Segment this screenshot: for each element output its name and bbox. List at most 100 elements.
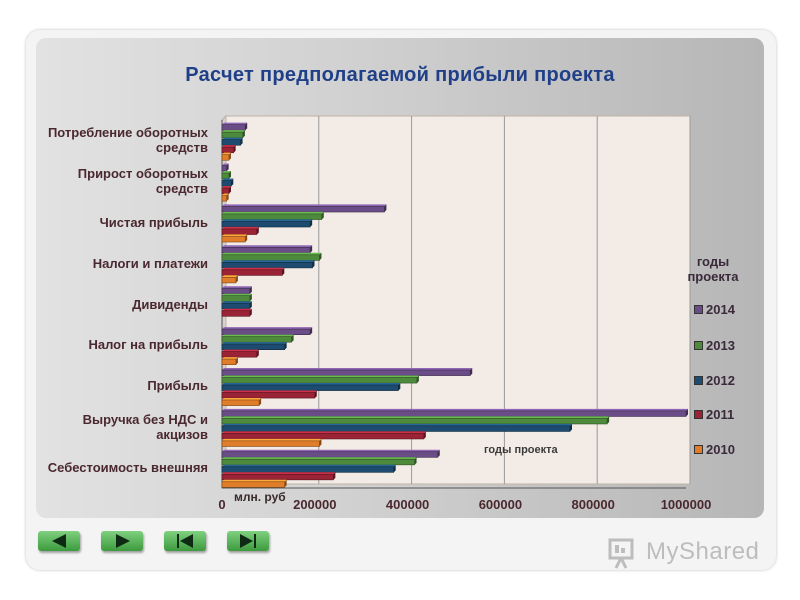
bar-7-2011 [221, 433, 425, 440]
series-axis-note: годы проекта [484, 444, 558, 456]
bar-top-1-2013 [222, 171, 231, 174]
bar-top-0-2014 [222, 122, 248, 125]
x-tick-label: 0 [218, 497, 226, 512]
bar-end-6-2012 [398, 382, 401, 391]
bar-top-5-2013 [222, 334, 294, 337]
bar-2-2014 [221, 206, 385, 213]
watermark-logo: MyShared [606, 536, 766, 570]
bar-end-2-2010 [245, 234, 248, 243]
category-label: Налог на прибыль [88, 337, 208, 353]
bar-top-8-2011 [222, 472, 336, 475]
bar-top-6-2012 [222, 382, 401, 385]
triangle-left-icon [52, 534, 66, 548]
bar-end-2-2013 [321, 211, 324, 220]
bar-end-5-2014 [310, 327, 313, 335]
bar-top-3-2014 [222, 245, 313, 248]
bar-end-3-2010 [235, 275, 238, 283]
bar-6-2012 [221, 384, 399, 391]
bar-6-2013 [221, 377, 418, 384]
bar-end-5-2013 [291, 334, 294, 343]
bar-6-2011 [221, 392, 316, 399]
bar-6-2010 [221, 399, 260, 406]
skip-back-icon [177, 534, 193, 548]
bar-top-2-2011 [222, 226, 259, 229]
nav-next-button[interactable] [101, 531, 143, 551]
bar-top-8-2010 [222, 479, 287, 482]
bar-5-2011 [221, 351, 258, 358]
bar-top-4-2014 [222, 286, 252, 289]
bar-top-0-2013 [222, 130, 245, 133]
bar-end-3-2014 [310, 245, 313, 253]
bar-end-4-2013 [249, 293, 252, 302]
bar-top-5-2014 [222, 327, 313, 330]
category-label: Дивиденды [132, 296, 208, 312]
bar-end-4-2011 [249, 308, 252, 317]
legend-title: годы проекта [687, 254, 739, 284]
bar-end-1-2010 [226, 193, 229, 202]
projector-screen-icon [608, 538, 634, 569]
bar-5-2010 [221, 358, 237, 365]
bar-end-8-2012 [393, 464, 396, 473]
x-tick-label: 200000 [293, 497, 337, 512]
bar-top-3-2012 [222, 260, 315, 263]
bar-end-5-2010 [235, 357, 238, 365]
nav-first-button[interactable] [38, 531, 80, 551]
bar-end-8-2014 [437, 449, 440, 458]
legend-swatch [694, 341, 703, 351]
bar-top-7-2013 [222, 416, 610, 419]
bar-end-0-2013 [242, 130, 245, 138]
bar-1-2013 [221, 172, 230, 179]
bar-end-7-2012 [570, 423, 572, 432]
legend-item: 2010 [694, 442, 735, 457]
bar-8-2014 [221, 451, 439, 458]
bar-1-2014 [221, 165, 227, 172]
category-label: Прирост оборотных средств [77, 166, 208, 197]
bar-top-3-2010 [222, 275, 238, 278]
bar-top-5-2011 [222, 349, 259, 352]
bar-top-1-2011 [222, 186, 231, 189]
category-label: Потребление оборотных средств [47, 125, 208, 156]
nav-start-button[interactable] [164, 531, 206, 551]
bar-end-3-2011 [282, 267, 285, 276]
category-label: Себестоимость внешняя [47, 460, 208, 476]
bar-0-2013 [221, 131, 244, 139]
bar-0-2012 [221, 139, 241, 146]
bar-end-6-2011 [314, 390, 317, 399]
bar-top-8-2012 [222, 464, 396, 467]
bar-8-2011 [221, 473, 334, 481]
bar-top-5-2010 [222, 357, 238, 360]
bar-7-2010 [221, 440, 320, 447]
bar-8-2010 [221, 481, 285, 488]
bar-2-2012 [221, 221, 311, 228]
bar-4-2011 [221, 310, 251, 317]
bar-2-2011 [221, 228, 258, 235]
bar-top-6-2013 [222, 375, 419, 378]
slide-title: Расчет предполагаемой прибыли проекта [185, 64, 615, 86]
bar-top-1-2014 [222, 163, 229, 166]
legend-swatch [694, 305, 703, 315]
nav-end-button[interactable] [227, 531, 269, 551]
skip-forward-icon [240, 534, 256, 548]
bar-end-6-2013 [416, 375, 419, 384]
bar-top-2-2013 [222, 211, 324, 214]
bar-top-8-2014 [222, 449, 440, 452]
bar-top-6-2014 [222, 367, 473, 370]
bar-end-5-2011 [256, 349, 259, 358]
legend-item: 2012 [694, 373, 735, 388]
bar-3-2012 [221, 262, 313, 269]
bar-top-6-2011 [222, 390, 317, 393]
bar-8-2013 [221, 458, 415, 466]
legend-item: 2011 [694, 407, 734, 422]
bar-end-0-2010 [228, 152, 231, 161]
bar-top-7-2014 [222, 408, 688, 411]
legend-swatch [694, 410, 703, 420]
bar-end-2-2012 [310, 219, 313, 228]
bar-0-2011 [221, 146, 234, 154]
bar-4-2012 [221, 302, 251, 310]
bar-end-3-2013 [319, 252, 322, 261]
bar-1-2010 [221, 195, 227, 202]
bar-top-4-2013 [222, 293, 252, 296]
bar-end-3-2012 [312, 260, 315, 268]
bar-8-2012 [221, 466, 394, 473]
